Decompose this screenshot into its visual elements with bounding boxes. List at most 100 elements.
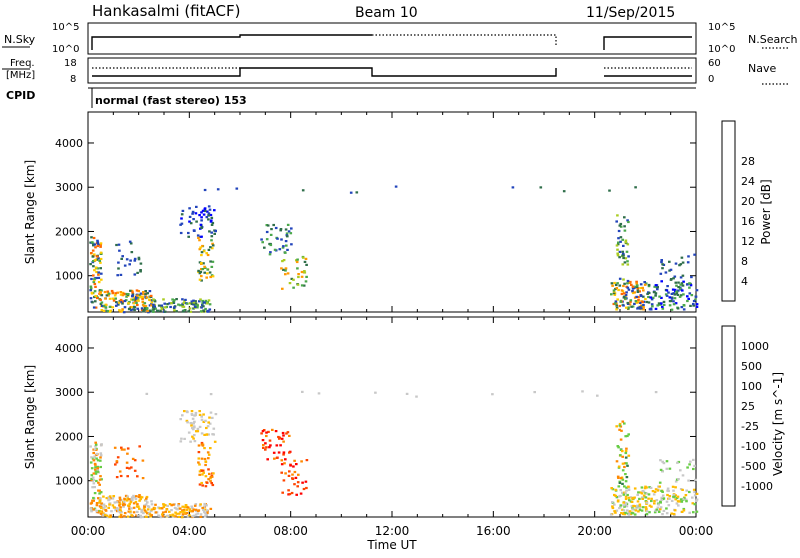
velocity-data-cell xyxy=(627,513,631,516)
velocity-data-cell xyxy=(295,493,298,496)
velocity-colorbar: 1000 500 100 25 -25 -100 -500 -1000 xyxy=(721,325,773,507)
power-data-cell xyxy=(695,305,699,308)
power-data-cell xyxy=(159,309,162,312)
velocity-data-cell xyxy=(188,514,191,517)
velocity-data-cell xyxy=(105,497,109,500)
power-data-cell xyxy=(621,263,625,266)
velocity-data-cell xyxy=(94,468,97,471)
power-data-cell xyxy=(130,306,134,309)
power-data-cell xyxy=(511,186,515,189)
velocity-data-cell xyxy=(618,507,621,510)
velocity-data-cell xyxy=(204,512,207,515)
velocity-data-cell xyxy=(99,456,102,459)
velocity-data-cell xyxy=(645,510,649,513)
power-data-cell xyxy=(141,297,144,300)
power-data-cell xyxy=(89,297,93,300)
power-data-cell xyxy=(622,278,625,281)
power-data-cell xyxy=(633,291,636,294)
velocity-data-cell xyxy=(208,472,211,475)
velocity-data-cell xyxy=(130,507,133,510)
power-data-cell xyxy=(175,298,178,301)
velocity-data-cell xyxy=(647,497,650,500)
velocity-data-cell xyxy=(209,477,212,480)
velocity-data-cell xyxy=(682,509,686,512)
velocity-data-cell xyxy=(635,507,638,510)
velocity-data-cell xyxy=(609,513,613,516)
velocity-data-cell xyxy=(630,500,634,503)
velocity-data-cell xyxy=(166,504,169,507)
velocity-data-cell xyxy=(665,512,669,515)
power-data-cell xyxy=(139,269,142,272)
power-data-cell xyxy=(689,284,693,287)
velocity-data-cell xyxy=(183,410,186,413)
power-data-cell xyxy=(198,214,201,217)
power-data-cell xyxy=(142,291,145,294)
power-data-cell xyxy=(129,259,132,262)
velocity-data-cell xyxy=(186,515,190,518)
velocity-data-cell xyxy=(96,465,99,468)
power-data-cell xyxy=(180,217,183,220)
velocity-data-cell xyxy=(199,515,203,518)
velocity-data-cell xyxy=(268,446,271,449)
velocity-data-cell xyxy=(92,478,96,482)
velocity-data-cell xyxy=(659,506,663,509)
velocity-data-cell xyxy=(265,431,268,434)
power-data-cell xyxy=(204,299,208,302)
power-data-cell xyxy=(290,277,294,280)
velocity-data-cell xyxy=(196,509,200,513)
power-data-cell xyxy=(677,281,680,284)
velocity-data-cell xyxy=(631,508,634,511)
power-data-cell xyxy=(206,268,209,271)
power-data-cell xyxy=(93,282,97,286)
velocity-data-cell xyxy=(666,489,669,492)
power-data-cell xyxy=(694,298,697,301)
velocity-data-cell xyxy=(653,502,656,505)
velocity-data-cell xyxy=(275,444,279,447)
power-colorbar-tick-label: 16 xyxy=(741,215,755,228)
power-data-cell xyxy=(692,304,695,307)
power-data-cell xyxy=(619,225,623,228)
power-data-cell xyxy=(93,295,96,299)
power-data-cell xyxy=(96,241,100,244)
velocity-data-cell xyxy=(264,448,267,451)
power-data-cell xyxy=(141,296,144,299)
velocity-data-cell xyxy=(135,495,138,498)
velocity-data-cell xyxy=(641,489,645,493)
power-data-cell xyxy=(680,256,684,259)
velocity-data-cell xyxy=(627,485,630,488)
power-data-cell xyxy=(644,297,647,301)
power-data-cell xyxy=(619,240,622,243)
velocity-data-cell xyxy=(617,446,620,449)
power-data-cell xyxy=(667,291,670,294)
power-data-cell xyxy=(152,305,155,308)
power-data-cell xyxy=(191,212,194,215)
power-data-cell xyxy=(125,258,129,261)
velocity-data-cell xyxy=(112,495,115,498)
power-data-cell xyxy=(648,308,652,311)
velocity-data-cell xyxy=(201,506,204,510)
power-data-cell xyxy=(207,212,211,215)
power-data-cell xyxy=(109,309,112,312)
velocity-data-cell xyxy=(643,487,647,490)
velocity-data-cell xyxy=(92,496,95,500)
power-data-cell xyxy=(627,220,630,224)
velocity-data-cell xyxy=(178,507,182,510)
power-data-cell xyxy=(280,238,283,241)
velocity-ytick-label: 2000 xyxy=(55,430,83,443)
power-data-cell xyxy=(194,305,197,308)
power-data-cell xyxy=(209,246,212,249)
velocity-data-cell xyxy=(209,480,212,483)
velocity-data-cell xyxy=(164,510,168,513)
power-data-cell xyxy=(615,306,619,310)
velocity-data-cell xyxy=(148,513,152,516)
power-data-cell xyxy=(281,246,285,249)
power-data-cell xyxy=(642,289,645,292)
nave-tick-top: 60 xyxy=(708,58,721,69)
velocity-data-cell xyxy=(132,502,136,505)
power-data-cell xyxy=(278,248,282,251)
velocity-data-cell xyxy=(181,505,184,508)
power-data-cell xyxy=(92,260,95,263)
velocity-data-cell xyxy=(674,486,677,489)
velocity-data-cell xyxy=(648,504,652,507)
velocity-data-cell xyxy=(123,512,127,515)
